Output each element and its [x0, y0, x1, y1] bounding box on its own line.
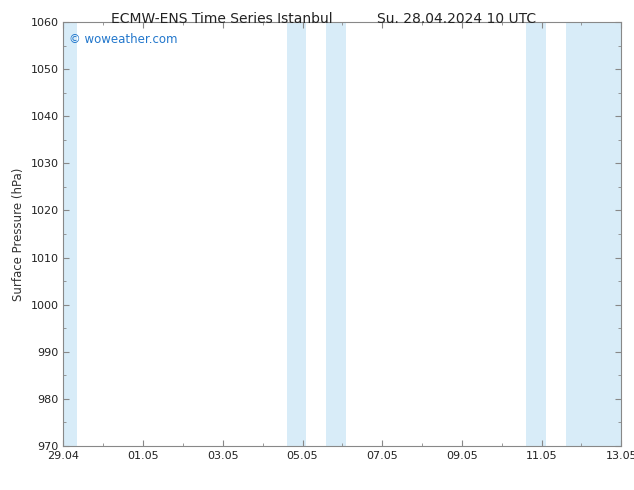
Bar — [287, 22, 306, 446]
Text: ECMW-ENS Time Series Istanbul: ECMW-ENS Time Series Istanbul — [111, 12, 333, 26]
Bar — [566, 22, 625, 446]
Bar — [327, 22, 346, 446]
Y-axis label: Surface Pressure (hPa): Surface Pressure (hPa) — [12, 167, 25, 301]
Bar — [60, 22, 77, 446]
Text: © woweather.com: © woweather.com — [69, 33, 178, 46]
Bar — [526, 22, 546, 446]
Text: Su. 28.04.2024 10 UTC: Su. 28.04.2024 10 UTC — [377, 12, 536, 26]
